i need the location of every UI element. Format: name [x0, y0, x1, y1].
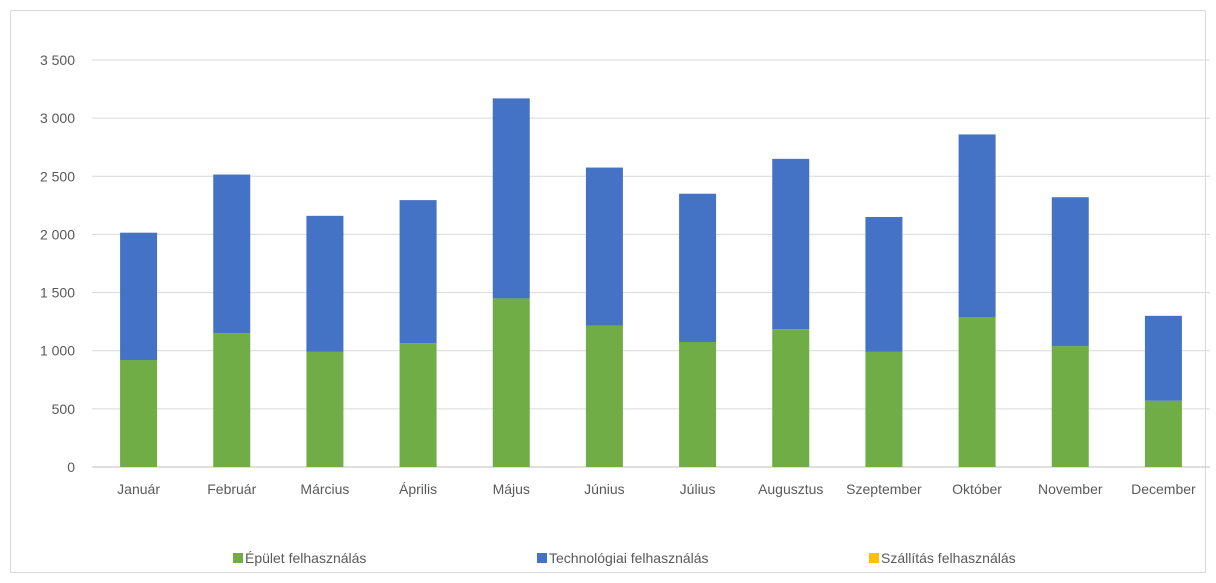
x-tick-label: Április — [399, 481, 437, 497]
gridlines — [92, 59, 1210, 468]
y-tick-label: 1 000 — [40, 343, 75, 359]
y-tick-label: 2 000 — [40, 226, 75, 242]
y-tick-label: 3 000 — [40, 110, 75, 126]
x-axis-ticks: Január Február Március Április Május Június Jú… — [117, 481, 1196, 497]
bar-1-8 — [865, 216, 903, 352]
bar-0-3 — [399, 343, 437, 467]
bars — [120, 98, 1182, 467]
bar-1-10 — [1051, 197, 1089, 347]
y-tick-label: 2 500 — [40, 168, 75, 184]
x-tick-label: Május — [493, 481, 530, 497]
bar-1-7 — [772, 158, 810, 330]
legend-label: Épület felhasználás — [245, 550, 366, 566]
x-tick-label: Szeptember — [846, 481, 922, 497]
bar-0-5 — [585, 325, 623, 467]
bar-0-11 — [1144, 400, 1182, 467]
legend-swatch — [537, 553, 547, 563]
x-tick-label: December — [1131, 481, 1196, 497]
bar-0-6 — [679, 341, 717, 467]
y-tick-label: 3 500 — [40, 52, 75, 68]
bar-1-9 — [958, 134, 996, 317]
bar-0-4 — [492, 298, 530, 467]
y-tick-label: 0 — [67, 459, 75, 475]
x-tick-label: Március — [300, 481, 349, 497]
x-tick-label: Augusztus — [758, 481, 823, 497]
x-tick-label: Október — [952, 481, 1002, 497]
bar-0-0 — [120, 360, 158, 467]
bar-1-4 — [492, 98, 530, 299]
y-tick-label: 1 500 — [40, 285, 75, 301]
bar-0-2 — [306, 351, 344, 467]
bar-0-8 — [865, 351, 903, 467]
legend-label: Technológiai felhasználás — [549, 550, 709, 566]
bar-0-9 — [958, 316, 996, 467]
x-tick-label: Január — [117, 481, 160, 497]
bar-1-5 — [585, 167, 623, 326]
x-tick-label: Június — [584, 481, 624, 497]
legend: Épület felhasználás Technológiai felhaszn… — [233, 550, 1016, 566]
bar-1-0 — [120, 232, 158, 361]
x-tick-label: November — [1038, 481, 1103, 497]
bar-0-10 — [1051, 346, 1089, 467]
bar-1-11 — [1144, 315, 1182, 401]
bar-0-1 — [213, 333, 251, 467]
x-tick-label: Július — [680, 481, 716, 497]
legend-label: Szállítás felhasználás — [881, 550, 1016, 566]
bar-1-3 — [399, 200, 437, 344]
x-tick-label: Február — [207, 481, 256, 497]
bar-1-6 — [679, 193, 717, 342]
bar-0-7 — [772, 329, 810, 467]
bar-1-1 — [213, 174, 251, 334]
legend-swatch — [233, 553, 243, 563]
y-axis-ticks: 0 500 1 000 1 500 2 000 2 500 3 000 3 500 — [40, 52, 75, 475]
y-tick-label: 500 — [52, 401, 76, 417]
legend-swatch — [869, 553, 879, 563]
bar-1-2 — [306, 215, 344, 352]
